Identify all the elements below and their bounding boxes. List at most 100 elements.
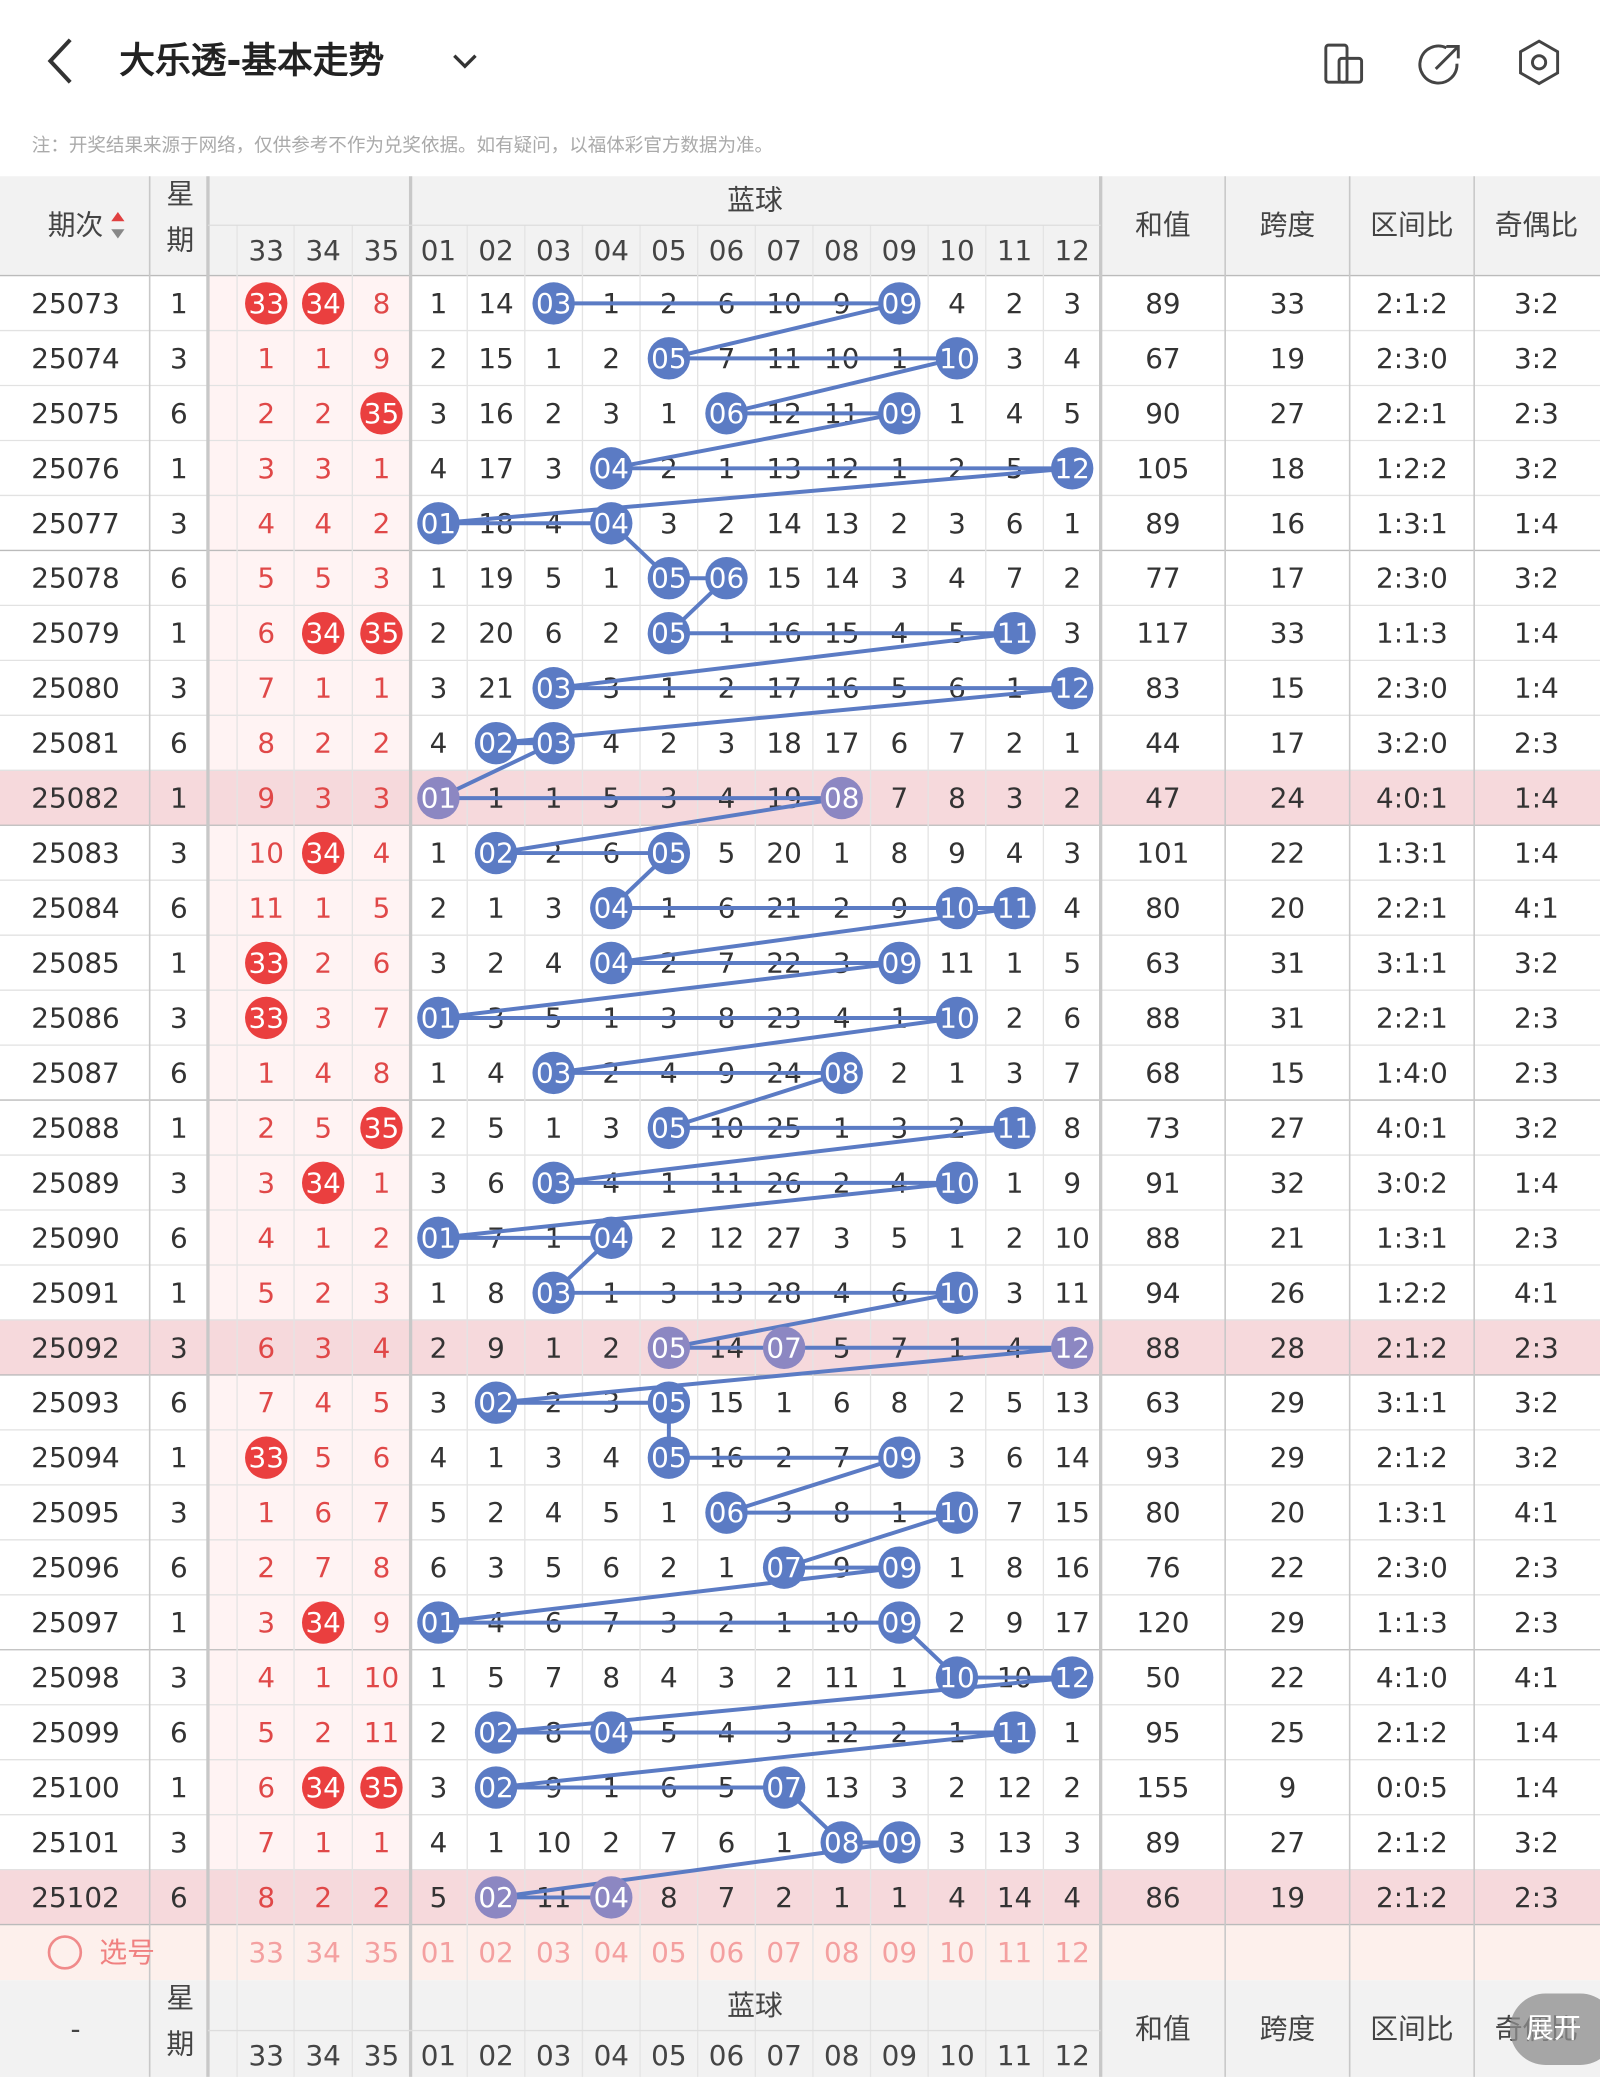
stat: 24 bbox=[1270, 782, 1305, 815]
select-number[interactable]: 03 bbox=[536, 1936, 571, 1969]
blue-miss: 1 bbox=[775, 1826, 793, 1859]
stat: 1:3:1 bbox=[1376, 837, 1448, 870]
blue-miss: 1 bbox=[545, 342, 563, 375]
blue-ball-number: 05 bbox=[651, 1331, 686, 1364]
weekday: 3 bbox=[170, 507, 188, 540]
blue-ball bbox=[878, 1546, 921, 1589]
blue-miss: 1 bbox=[545, 1111, 563, 1144]
red-miss: 5 bbox=[314, 1441, 332, 1474]
select-number[interactable]: 05 bbox=[651, 1936, 686, 1969]
blue-ball bbox=[474, 831, 518, 875]
blue-miss: 10 bbox=[1054, 1221, 1089, 1254]
weekday: 3 bbox=[170, 1826, 188, 1859]
blue-miss: 3 bbox=[430, 397, 448, 430]
select-number[interactable]: 11 bbox=[997, 1936, 1032, 1969]
red-miss: 5 bbox=[373, 1386, 391, 1419]
weekday: 3 bbox=[170, 1331, 188, 1364]
expand-button-bg[interactable] bbox=[1509, 1993, 1600, 2065]
select-number[interactable]: 12 bbox=[1054, 1936, 1089, 1969]
red-miss: 5 bbox=[314, 562, 332, 595]
stat: 9 bbox=[1279, 1771, 1297, 1804]
select-number[interactable]: 33 bbox=[249, 1936, 284, 1969]
stat: 155 bbox=[1136, 1771, 1189, 1804]
select-number[interactable]: 34 bbox=[305, 1936, 340, 1969]
blue-ball-number: 05 bbox=[651, 342, 686, 375]
blue-ball-number: 03 bbox=[536, 287, 571, 320]
blue-ball-number: 01 bbox=[421, 1606, 456, 1639]
stat: 105 bbox=[1136, 452, 1189, 485]
blue-miss: 2 bbox=[948, 1386, 966, 1419]
blue-miss: 7 bbox=[545, 1661, 563, 1694]
red-ball bbox=[360, 1766, 403, 1809]
stat: 101 bbox=[1136, 837, 1189, 870]
select-number[interactable]: 10 bbox=[939, 1936, 974, 1969]
blue-ball bbox=[935, 1491, 979, 1534]
blue-ball bbox=[474, 1876, 518, 1919]
select-number[interactable]: 35 bbox=[364, 1936, 399, 1969]
red-miss: 5 bbox=[257, 562, 275, 595]
share-icon[interactable] bbox=[1418, 44, 1460, 85]
column-header: 09 bbox=[882, 2039, 917, 2072]
blue-miss: 2 bbox=[890, 507, 908, 540]
blue-miss: 1 bbox=[948, 1056, 966, 1089]
red-miss: 4 bbox=[314, 1386, 332, 1419]
blue-ball bbox=[647, 1436, 691, 1479]
weekday: 3 bbox=[170, 342, 188, 375]
device-icon[interactable] bbox=[1324, 43, 1364, 84]
select-number[interactable]: 06 bbox=[709, 1936, 744, 1969]
blue-miss: 3 bbox=[833, 1221, 851, 1254]
blue-miss: 6 bbox=[890, 727, 908, 760]
column-header: 34 bbox=[305, 234, 340, 267]
sort-icon bbox=[111, 229, 125, 239]
blue-miss: 18 bbox=[766, 727, 801, 760]
red-ball bbox=[301, 831, 345, 875]
period: 25083 bbox=[31, 837, 119, 870]
stat: 2:3 bbox=[1514, 1221, 1559, 1254]
expand-button[interactable]: 展开 bbox=[1526, 2011, 1582, 2044]
stat: 3:2 bbox=[1514, 562, 1559, 595]
select-number[interactable]: 02 bbox=[478, 1936, 513, 1969]
blue-miss: 4 bbox=[948, 1881, 966, 1914]
select-number[interactable]: 07 bbox=[766, 1936, 801, 1969]
blue-miss: 2 bbox=[890, 1056, 908, 1089]
settings-icon[interactable] bbox=[1519, 39, 1560, 86]
stat: 2:1:2 bbox=[1376, 1716, 1448, 1749]
select-number[interactable]: 08 bbox=[824, 1936, 859, 1969]
stat: 2:3 bbox=[1514, 1056, 1559, 1089]
title-dropdown[interactable] bbox=[453, 54, 477, 69]
select-checkbox[interactable] bbox=[47, 1935, 83, 1970]
blue-miss: 27 bbox=[766, 1221, 801, 1254]
blue-ball bbox=[1050, 1326, 1094, 1369]
blue-miss: 5 bbox=[430, 1496, 448, 1529]
stat: 2:1:2 bbox=[1376, 1881, 1448, 1914]
blue-miss: 4 bbox=[430, 727, 448, 760]
select-number[interactable]: 04 bbox=[594, 1936, 629, 1969]
back-button[interactable] bbox=[47, 38, 72, 84]
blue-ball-number: 10 bbox=[939, 892, 974, 925]
blue-miss: 2 bbox=[1006, 727, 1024, 760]
stat: 2:3 bbox=[1514, 397, 1559, 430]
blue-miss: 1 bbox=[1063, 1716, 1081, 1749]
weekday: 3 bbox=[170, 1001, 188, 1034]
red-miss: 3 bbox=[257, 452, 275, 485]
stat: 1:2:2 bbox=[1376, 452, 1448, 485]
blue-miss: 3 bbox=[430, 947, 448, 980]
blue-miss: 1 bbox=[430, 1056, 448, 1089]
column-header: 03 bbox=[536, 234, 571, 267]
weekday: 6 bbox=[170, 1881, 188, 1914]
red-miss: 1 bbox=[314, 892, 332, 925]
blue-miss: 19 bbox=[478, 562, 513, 595]
period: 25099 bbox=[31, 1716, 119, 1749]
blue-ball bbox=[878, 1821, 921, 1864]
blue-miss: 3 bbox=[1006, 342, 1024, 375]
stat: 31 bbox=[1270, 1001, 1305, 1034]
red-miss: 6 bbox=[257, 617, 275, 650]
red-miss: 9 bbox=[373, 1606, 391, 1639]
blue-ball bbox=[532, 1271, 575, 1314]
select-number[interactable]: 01 bbox=[421, 1936, 456, 1969]
blue-miss: 13 bbox=[997, 1826, 1032, 1859]
blue-miss: 3 bbox=[1006, 782, 1024, 815]
blue-miss: 14 bbox=[1054, 1441, 1089, 1474]
blue-miss: 5 bbox=[718, 837, 736, 870]
select-number[interactable]: 09 bbox=[882, 1936, 917, 1969]
